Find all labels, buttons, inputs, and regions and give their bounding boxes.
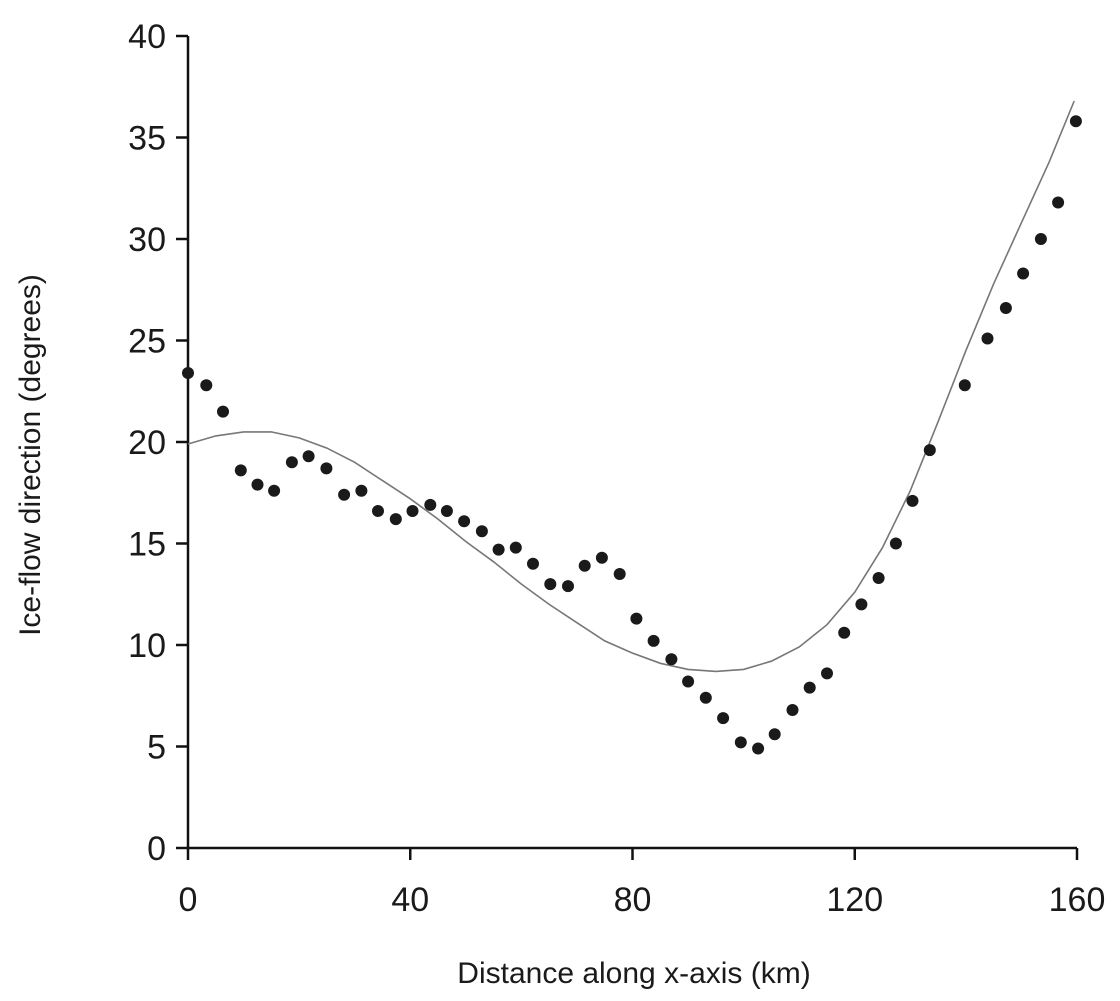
data-point [182,367,194,379]
y-tick-label: 0 [147,830,166,868]
data-point [923,444,936,457]
data-point [492,543,505,556]
data-point [268,484,281,497]
data-point [458,515,471,528]
data-point [699,691,712,704]
data-point [578,559,591,572]
data-point [475,525,488,538]
data-point [1052,196,1065,209]
data-point [613,568,626,580]
y-tick-label: 15 [128,526,166,564]
data-point [200,379,213,392]
data-point [406,505,419,517]
data-point [251,478,264,491]
data-point [544,578,557,591]
x-tick-label: 160 [1049,881,1106,919]
data-point [562,580,574,593]
fit-curve [187,100,1075,673]
data-point [389,513,402,526]
data-point [302,450,315,463]
data-point [355,484,368,497]
data-point [217,405,229,418]
data-point [234,464,247,477]
x-tick-label: 120 [826,881,883,919]
data-point [595,551,608,564]
data-point [509,541,522,554]
data-point [424,498,437,511]
y-tick-label: 20 [128,424,166,462]
data-point [958,379,971,392]
data-point [786,704,799,716]
data-point [1034,233,1047,245]
fit-curve-group [187,100,1075,673]
data-point [872,572,885,584]
data-point [527,557,539,570]
y-tick-label: 40 [128,18,166,56]
x-axis-title: Distance along x-axis (km) [457,957,810,990]
data-point [1069,115,1082,128]
x-tick-label: 40 [391,881,429,919]
data-point [440,505,453,517]
data-point [372,505,384,517]
y-axis-title: Ice-flow direction (degrees) [14,274,47,636]
data-point [889,537,902,550]
y-tick-label: 5 [147,729,166,767]
data-point [647,634,660,647]
data-point [717,712,730,725]
data-point [665,653,678,666]
x-tick-label: 0 [179,881,198,919]
y-tick-label: 10 [128,627,166,665]
data-point [285,456,298,469]
data-point [838,626,851,639]
data-point [752,742,765,755]
y-tick-label: 35 [128,120,166,158]
data-point [682,675,695,688]
y-tick-label: 25 [128,323,166,361]
data-point [906,494,919,507]
data-point [821,667,833,680]
x-tick-label: 80 [614,881,652,919]
data-point [338,488,351,501]
data-point [803,681,816,694]
y-tick-label: 30 [128,221,166,259]
data-point [734,736,747,749]
axes: 0 5 10 15 20 25 30 35 40 0 40 80 120 160 [128,18,1105,919]
data-points [182,115,1082,755]
data-point [981,332,994,345]
data-point [630,612,643,625]
data-point [768,728,781,741]
data-point [320,462,333,475]
data-point [999,302,1012,314]
data-point [855,598,868,611]
data-point [1017,267,1030,280]
